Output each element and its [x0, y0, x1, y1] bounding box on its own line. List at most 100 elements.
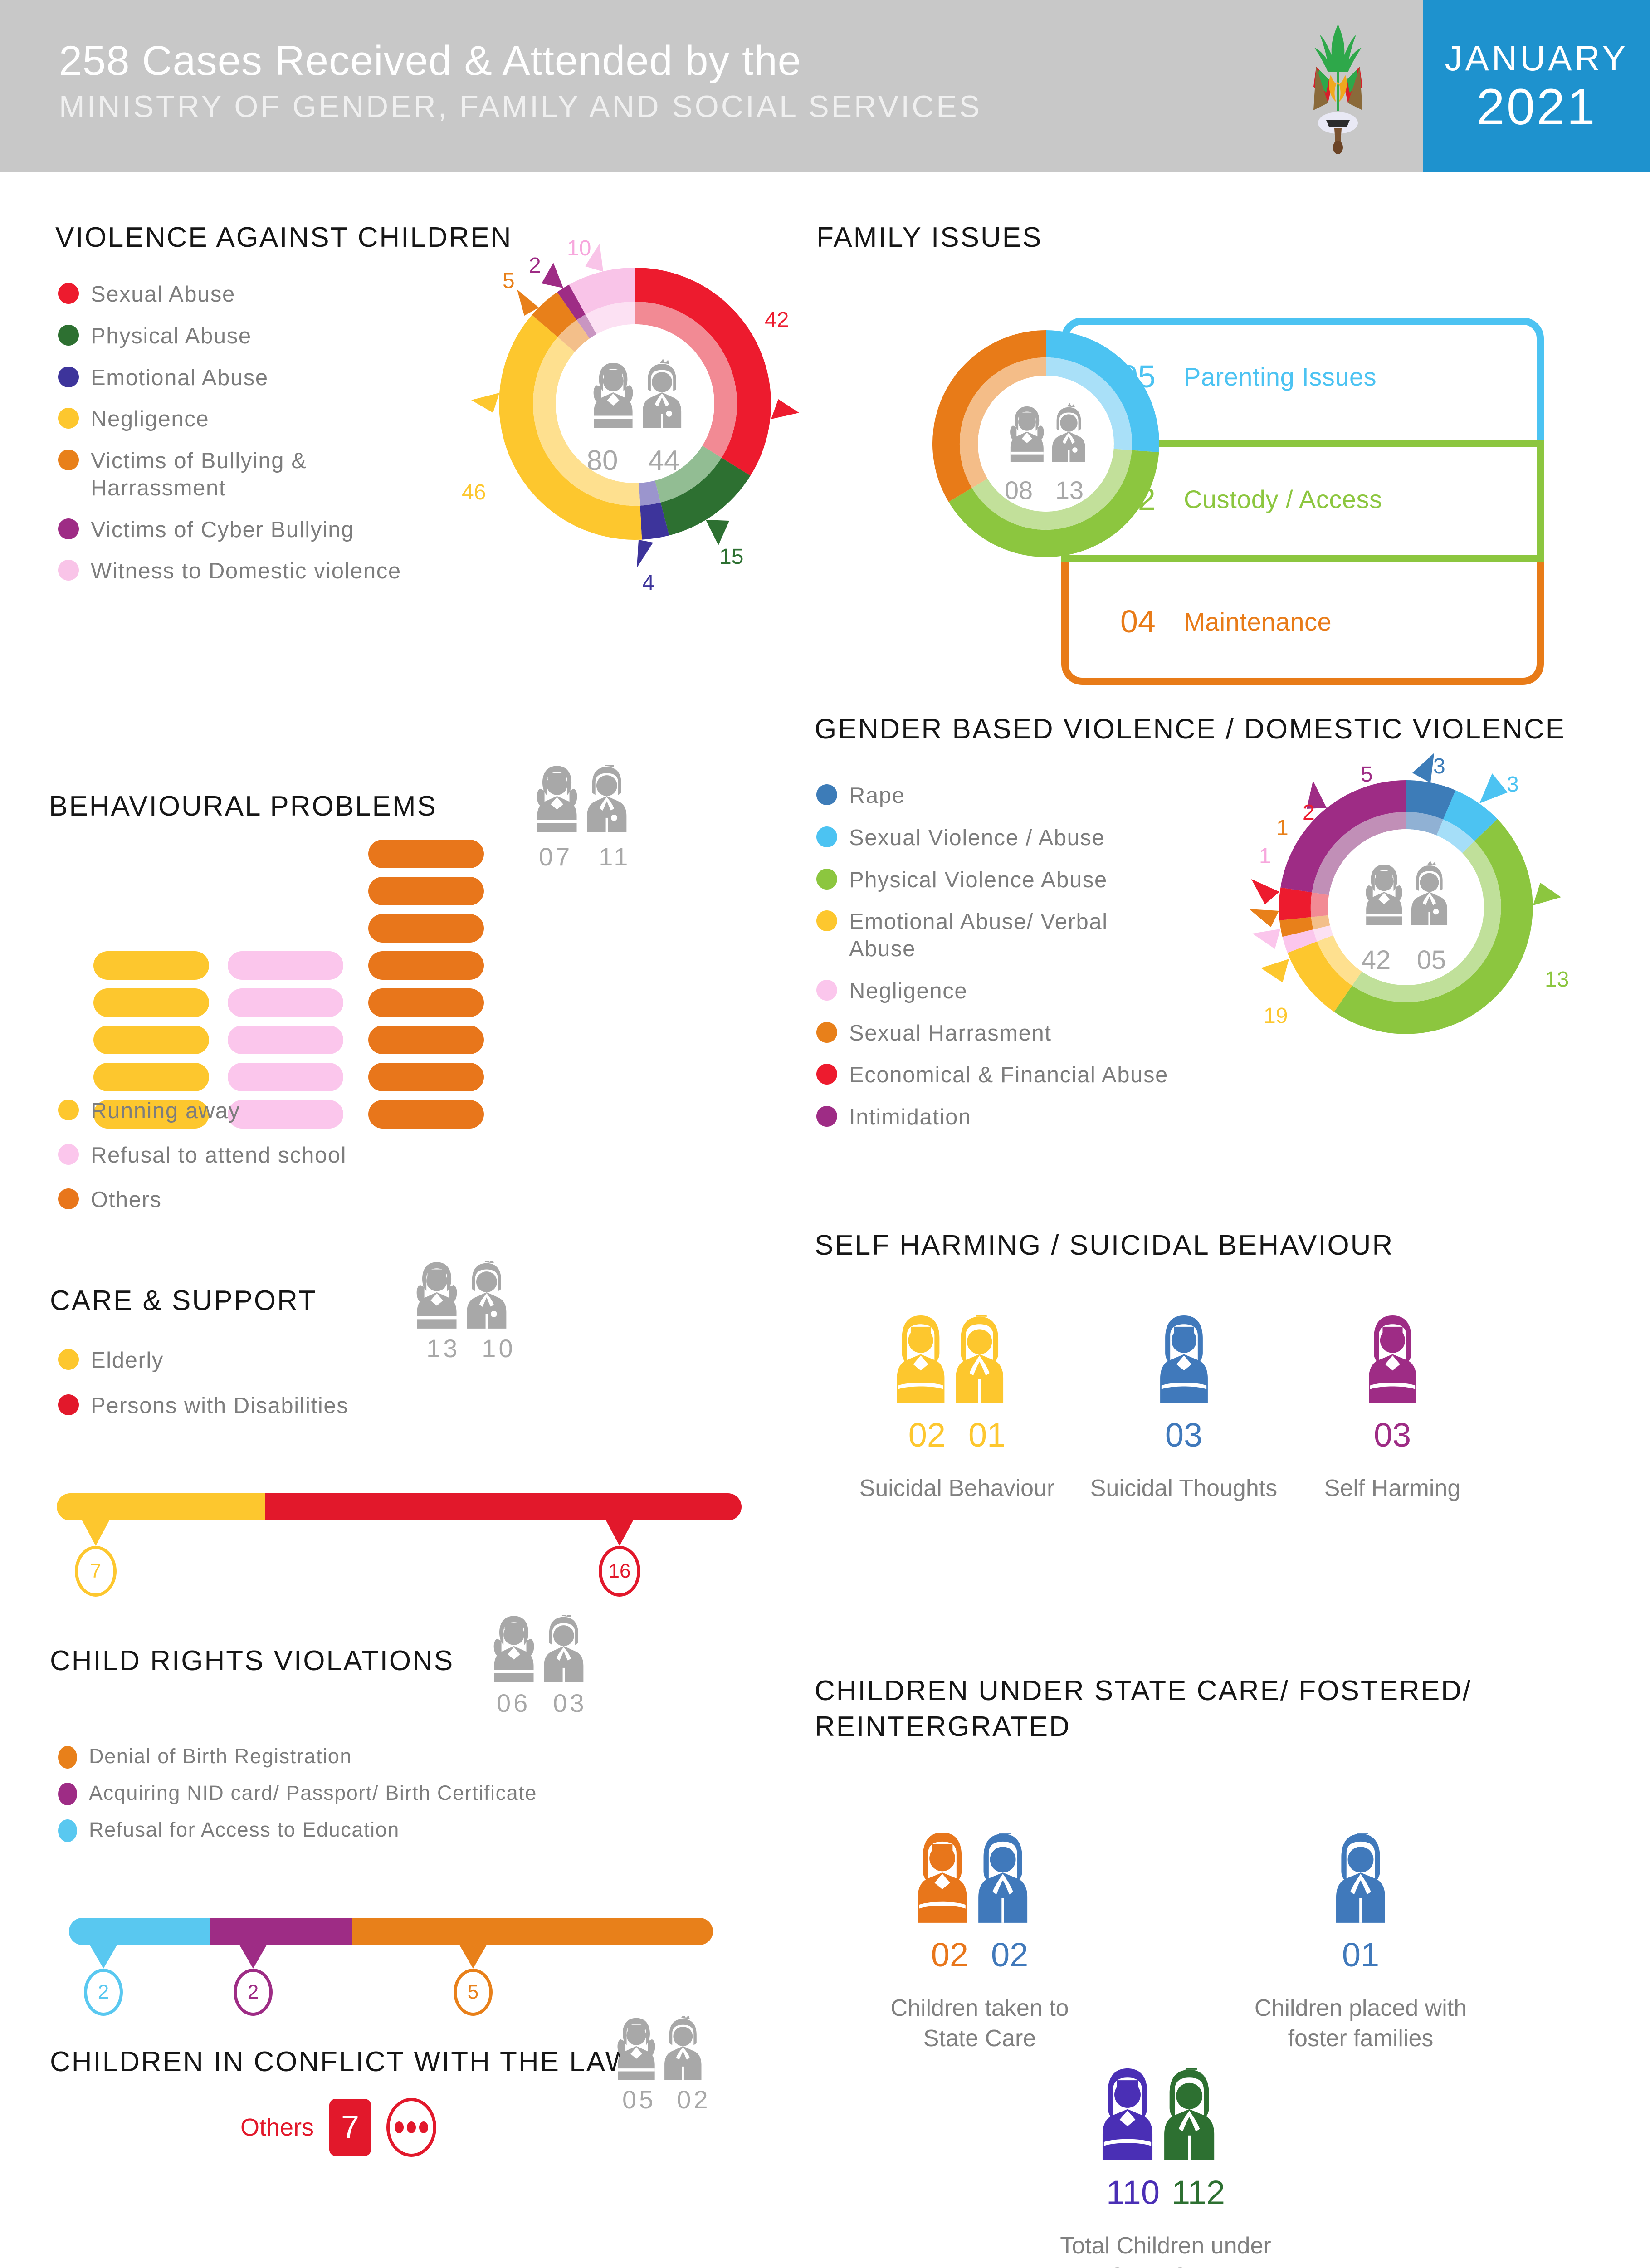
legend-label: Negligence	[849, 978, 968, 1003]
legend-violence-against-children: Sexual Abuse Physical Abuse Emotional Ab…	[58, 281, 539, 600]
legend-item[interactable]: Sexual Abuse	[58, 281, 539, 308]
legend-label: Sexual Harrasment	[849, 1021, 1052, 1046]
stat-total-boys: 112	[1172, 2174, 1225, 2211]
maldives-national-emblem-icon	[1313, 24, 1362, 154]
legend-item[interactable]: Refusal for Access to Education	[58, 1818, 537, 1843]
pin-value: 7	[75, 1546, 117, 1597]
gbv-value-physical-violence: 13	[1545, 968, 1569, 992]
family-issues-label: Maintenance	[1184, 607, 1332, 636]
progress-segment-disabilities	[265, 1493, 742, 1520]
legend-item[interactable]: Rape	[816, 782, 1270, 810]
legend-item[interactable]: Victims of Bullying & Harrassment	[58, 448, 539, 502]
legend-label: Refusal for Access to Education	[89, 1818, 400, 1841]
page-subtitle: MINISTRY OF GENDER, FAMILY AND SOCIAL SE…	[59, 89, 982, 124]
gbv-value-sexual-harrasment: 1	[1276, 816, 1289, 840]
legend-swatch-refusal-school	[58, 1144, 79, 1165]
donut-chart-gender-based-violence: 42 05	[1249, 753, 1561, 1034]
report-year: 2021	[1476, 78, 1597, 135]
progress-segment-refusal-education	[69, 1918, 210, 1945]
person-icon-suicidal-thoughts	[1160, 1315, 1208, 1403]
legend-swatch-physical-abuse	[58, 324, 79, 346]
report-month: JANUARY	[1445, 38, 1629, 78]
legend-swatch-others	[58, 1188, 79, 1209]
legend-item[interactable]: Running away	[58, 1098, 347, 1125]
bar-unit	[368, 840, 484, 868]
pin-value: 2	[84, 1969, 123, 2016]
stat-values-suicidal-thoughts: 03	[1089, 1416, 1279, 1454]
legend-item[interactable]: Persons with Disabilities	[58, 1393, 348, 1420]
bar-unit	[368, 877, 484, 905]
family-issues-row-maintenance[interactable]: 04 Maintenance	[1120, 603, 1332, 640]
section-title-family-issues: FAMILY ISSUES	[816, 222, 1043, 253]
legend-swatch-denial-birth-registration	[58, 1746, 77, 1769]
bar-unit	[368, 988, 484, 1017]
person-icon-foster	[1336, 1827, 1385, 1923]
legend-item[interactable]: Witness to Domestic violence	[58, 558, 539, 585]
ellipsis-icon[interactable]	[386, 2098, 437, 2157]
child-rights-count-boys: 03	[553, 1689, 587, 1717]
section-title-gender-based-violence: GENDER BASED VIOLENCE / DOMESTIC VIOLENC…	[815, 714, 1566, 745]
legend-label: Elderly	[91, 1348, 164, 1373]
stat-value: 03	[1373, 1416, 1411, 1454]
legend-item[interactable]: Physical Abuse	[58, 323, 539, 350]
legend-item[interactable]: Emotional Abuse	[58, 365, 539, 392]
legend-item[interactable]: Physical Violence Abuse	[816, 867, 1270, 894]
gbv-value-economical-abuse: 2	[1303, 801, 1315, 825]
legend-item[interactable]: Economical & Financial Abuse	[816, 1062, 1270, 1089]
legend-item[interactable]: Denial of Birth Registration	[58, 1744, 537, 1769]
stat-values-foster: 01	[1238, 1936, 1483, 1974]
child-rights-count-girls: 06	[497, 1689, 531, 1717]
legend-item[interactable]: Negligence	[58, 406, 539, 433]
fi-center-girls: 08	[1005, 476, 1033, 504]
behavioural-counts: 07 11	[539, 842, 630, 871]
conflict-law-counts: 05 02	[622, 2085, 711, 2114]
gbv-center-girls: 42	[1362, 945, 1391, 975]
stat-caption: Suicidal Behaviour	[859, 1475, 1055, 1501]
legend-label: Persons with Disabilities	[91, 1393, 349, 1418]
legend-label: Emotional Abuse/ Verbal Abuse	[849, 909, 1108, 962]
bar-unit	[228, 1100, 343, 1129]
vac-value-emotional-abuse: 4	[642, 571, 654, 595]
page-title: 258 Cases Received & Attended by the	[59, 38, 801, 84]
stat-caption: Children placed with foster families	[1254, 1995, 1467, 2052]
vac-center-girls: 80	[587, 445, 618, 476]
legend-item[interactable]: Refusal to attend school	[58, 1142, 347, 1169]
family-issues-label: Parenting Issues	[1184, 362, 1377, 391]
legend-label: Physical Abuse	[91, 323, 252, 348]
others-value: 7	[329, 2099, 371, 2156]
legend-swatch-bullying	[58, 450, 79, 471]
gbv-value-intimidation: 5	[1361, 763, 1373, 787]
fi-center-boys: 13	[1055, 476, 1084, 504]
stat-block-self-harming: 03 Self Harming	[1302, 1315, 1483, 1504]
legend-item[interactable]: Acquiring NID card/ Passport/ Birth Cert…	[58, 1781, 537, 1806]
legend-item[interactable]: Others	[58, 1187, 347, 1214]
progress-segment-acquiring-nid	[210, 1918, 352, 1945]
bar-stack-others	[368, 840, 484, 1129]
legend-item[interactable]: Emotional Abuse/ Verbal Abuse	[816, 909, 1270, 963]
family-issues-box-maintenance	[1061, 562, 1544, 685]
stat-values-self-harming: 03	[1302, 1416, 1483, 1454]
legend-swatch-economical-abuse	[816, 1064, 837, 1085]
legend-swatch-witness-domestic-violence	[58, 560, 79, 581]
people-icon-total-state-care	[1102, 2063, 1215, 2160]
legend-item[interactable]: Negligence	[816, 978, 1270, 1005]
stat-value-boys: 01	[968, 1416, 1006, 1454]
section-title-care-support: CARE & SUPPORT	[50, 1285, 317, 1316]
legend-item[interactable]: Intimidation	[816, 1104, 1270, 1131]
vac-center-boys: 44	[649, 445, 680, 476]
legend-care-support: Elderly Persons with Disabilities	[58, 1347, 348, 1434]
stat-block-children-placed-foster: 01 Children placed with foster families	[1238, 1827, 1483, 2053]
behavioural-count-girls: 07	[539, 842, 573, 871]
legend-item[interactable]: Sexual Violence / Abuse	[816, 825, 1270, 852]
legend-item[interactable]: Elderly	[58, 1347, 348, 1374]
stat-values-suicidal-behaviour: 02 01	[853, 1416, 1061, 1454]
legend-item[interactable]: Sexual Harrasment	[816, 1020, 1270, 1047]
section-title-self-harming: SELF HARMING / SUICIDAL BEHAVIOUR	[815, 1230, 1394, 1261]
bar-unit	[93, 1026, 209, 1054]
bar-unit	[93, 1100, 209, 1129]
legend-label: Refusal to attend school	[91, 1143, 347, 1168]
pin-refusal-education: 2	[84, 1945, 123, 2016]
legend-item[interactable]: Victims of Cyber Bullying	[58, 517, 539, 544]
bar-unit	[368, 1100, 484, 1129]
pin-value: 16	[599, 1546, 640, 1597]
